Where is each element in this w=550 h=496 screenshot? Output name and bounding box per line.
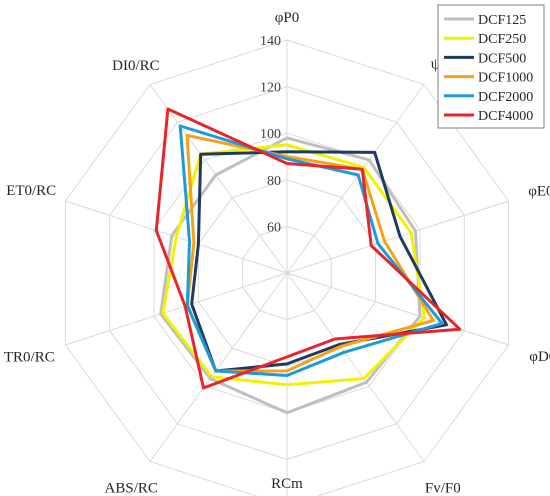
grid-spoke xyxy=(286,272,509,346)
grid-ring xyxy=(197,179,377,367)
grid-spoke xyxy=(149,84,288,274)
series-line xyxy=(161,143,426,387)
series-line xyxy=(185,133,435,373)
category-label: φD0 xyxy=(529,349,550,365)
category-label: φP0 xyxy=(275,10,300,26)
legend: DCF125 DCF250 DCF500 DCF1000 DCF2000 DCF4000 xyxy=(437,4,545,129)
category-label: φE0 xyxy=(528,184,550,200)
category-label: ABS/RC xyxy=(105,480,158,496)
grid-spoke xyxy=(286,272,425,462)
axis-category-labels: φP0ψ0φE0φD0Fv/F0RCmABS/RCTR0/RCET0/RCDI0… xyxy=(4,10,550,496)
legend-label: DCF500 xyxy=(478,51,526,66)
category-label: TR0/RC xyxy=(4,350,55,366)
legend-box xyxy=(437,4,545,129)
grid-spoke xyxy=(286,84,425,274)
category-label: RCm xyxy=(271,476,303,492)
radial-tick-labels: 60 80 100 120 140 xyxy=(260,34,281,235)
grid-ring xyxy=(242,225,332,321)
tick-label: 140 xyxy=(260,34,281,49)
grid-spoke xyxy=(286,200,509,274)
legend-label: DCF2000 xyxy=(478,90,533,105)
category-label: DI0/RC xyxy=(112,58,160,74)
tick-label: 120 xyxy=(260,81,281,96)
series-line xyxy=(178,124,444,377)
tick-label: 80 xyxy=(267,174,281,189)
data-series xyxy=(154,107,462,415)
legend-label: DCF1000 xyxy=(478,71,533,86)
grid-spoke xyxy=(149,272,288,462)
category-label: Fv/F0 xyxy=(425,480,461,496)
tick-label: 60 xyxy=(267,220,281,235)
series-line xyxy=(154,107,462,390)
legend-label: DCF250 xyxy=(478,32,526,47)
grid-spoke xyxy=(65,272,288,346)
series-line xyxy=(190,150,448,373)
grid-ring xyxy=(64,39,510,496)
legend-label: DCF4000 xyxy=(478,109,533,124)
category-label: ET0/RC xyxy=(6,183,56,199)
legend-label: DCF125 xyxy=(478,13,526,28)
tick-label: 100 xyxy=(260,127,281,142)
grid-ring xyxy=(109,86,465,460)
